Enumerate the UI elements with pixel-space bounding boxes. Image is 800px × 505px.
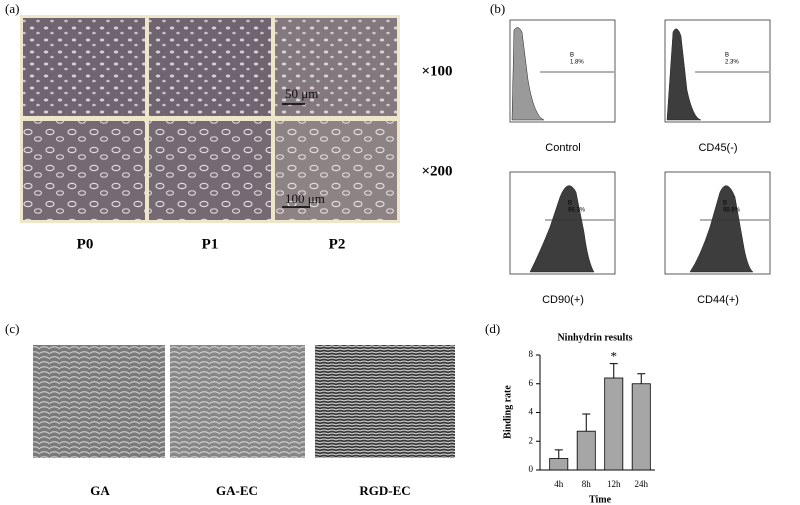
scale-label: 50 μm (285, 86, 318, 101)
magnification: ×200 (421, 163, 452, 179)
sem-image (315, 345, 455, 458)
panel-label: (b) (490, 1, 505, 16)
sem-image (170, 345, 305, 458)
histogram (529, 185, 595, 273)
y-tick-label: 4 (529, 407, 534, 417)
histogram-frame (664, 19, 771, 123)
y-tick-label: 8 (529, 349, 534, 359)
image-label: RGD-EC (359, 483, 410, 498)
gate-label: B (570, 53, 574, 59)
micrograph (23, 18, 145, 116)
micrograph (149, 18, 271, 116)
panel-label: (a) (5, 1, 19, 16)
panel-label: (c) (5, 321, 19, 336)
x-tick-label: 4h (554, 479, 564, 489)
plot-title: Control (545, 142, 580, 154)
gate-percent: 96.3% (568, 208, 586, 214)
y-tick-label: 2 (529, 435, 534, 445)
gate-percent: 98.8% (723, 208, 741, 214)
histogram (511, 27, 545, 121)
plot-title: CD44(+) (697, 294, 739, 306)
y-axis-label: Binding rate (502, 385, 513, 439)
gate-percent: 1.8% (570, 60, 584, 66)
x-axis-label: Time (589, 494, 612, 505)
panel-label: (d) (485, 321, 500, 336)
flow-panel: B1.8%ControlB2.3%CD45(-)B96.3%CD90(+)B98… (509, 19, 771, 306)
histogram (666, 28, 702, 121)
x-tick-label: 24h (635, 479, 649, 489)
gate-label: B (723, 201, 727, 207)
micrograph (275, 121, 397, 220)
bar (604, 377, 624, 471)
micrograph (23, 121, 145, 220)
chart-title: Ninhydrin results (557, 332, 632, 343)
sem-image (33, 345, 165, 458)
histogram-frame (664, 171, 771, 275)
bar (549, 458, 569, 471)
histogram-frame (509, 19, 616, 123)
micrograph (275, 18, 397, 116)
gate-percent: 2.3% (725, 60, 739, 66)
y-tick-label: 6 (529, 378, 534, 388)
plot-title: CD45(-) (698, 142, 737, 154)
column-label: P2 (329, 236, 346, 252)
error-bar (637, 373, 646, 384)
x-tick-label: 8h (582, 479, 592, 489)
bar (631, 383, 651, 471)
bar (576, 430, 596, 471)
magnification: ×100 (421, 63, 452, 79)
error-bar (554, 449, 563, 459)
x-tick-label: 12h (607, 479, 621, 489)
column-label: P0 (77, 236, 94, 252)
gate-label: B (725, 53, 729, 59)
y-tick-label: 0 (529, 464, 534, 474)
histogram-frame (509, 171, 616, 275)
gate-label: B (568, 201, 572, 207)
micrograph (149, 121, 271, 220)
plot-title: CD90(+) (542, 294, 584, 306)
scale-label: 100 μm (285, 191, 325, 206)
column-label: P1 (202, 236, 219, 252)
image-label: GA-EC (216, 483, 258, 498)
histogram (689, 185, 754, 273)
error-bar (609, 363, 618, 378)
image-label: GA (90, 483, 110, 498)
annotation: * (611, 349, 618, 364)
error-bar (582, 413, 591, 432)
